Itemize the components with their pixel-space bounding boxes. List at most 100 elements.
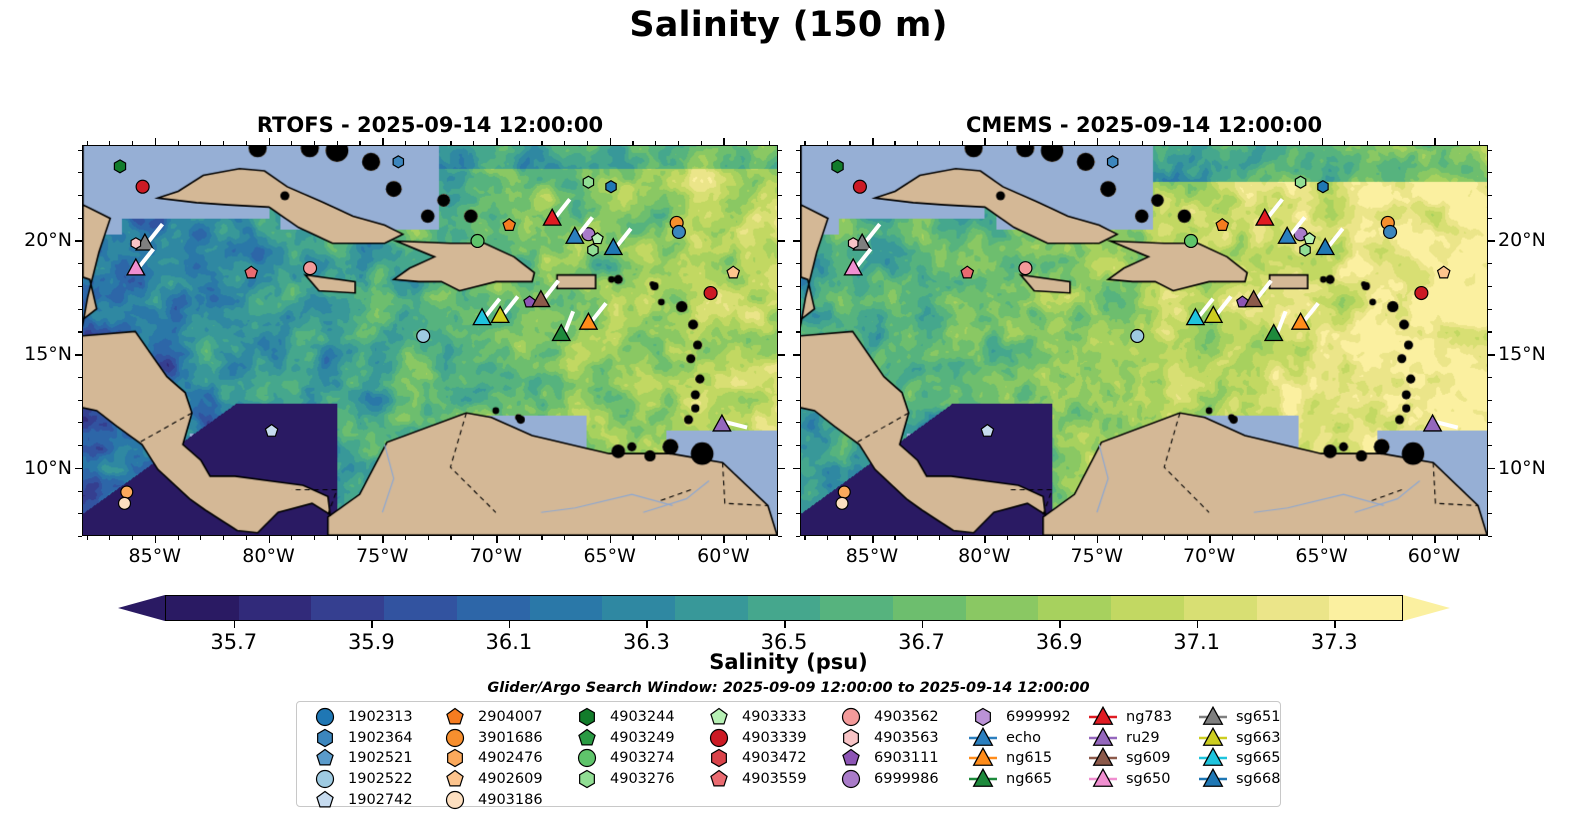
map-marker[interactable] bbox=[1315, 237, 1336, 256]
map-marker[interactable] bbox=[1185, 307, 1206, 326]
map-marker[interactable] bbox=[135, 179, 150, 194]
legend-item[interactable]: sg665 bbox=[1193, 747, 1288, 769]
map-marker[interactable] bbox=[264, 423, 279, 437]
legend-item[interactable]: 1902313 bbox=[305, 707, 435, 728]
map-marker[interactable] bbox=[587, 243, 599, 257]
legend-item[interactable]: ng615 bbox=[963, 747, 1083, 769]
map-marker[interactable] bbox=[835, 496, 849, 510]
map-plot-cmems[interactable] bbox=[800, 145, 1488, 536]
map-marker[interactable] bbox=[1130, 328, 1145, 344]
map-marker[interactable] bbox=[130, 237, 142, 250]
map-marker[interactable] bbox=[1294, 175, 1307, 189]
map-marker[interactable] bbox=[1277, 225, 1298, 244]
map-marker[interactable] bbox=[1299, 243, 1311, 257]
map-marker[interactable] bbox=[542, 207, 563, 226]
map-marker[interactable] bbox=[113, 159, 127, 174]
map-marker[interactable] bbox=[472, 307, 492, 326]
map-marker[interactable] bbox=[837, 485, 851, 499]
legend-item[interactable]: 4903274 bbox=[567, 748, 699, 769]
map-marker[interactable] bbox=[582, 175, 595, 189]
map-marker[interactable] bbox=[1263, 323, 1284, 342]
map-marker[interactable] bbox=[605, 180, 617, 194]
map-marker[interactable] bbox=[1106, 155, 1119, 169]
legend-item[interactable]: 4903186 bbox=[435, 789, 567, 810]
map-marker[interactable] bbox=[1243, 289, 1264, 308]
map-marker[interactable] bbox=[712, 413, 732, 432]
map-marker[interactable] bbox=[523, 295, 536, 308]
map-marker[interactable] bbox=[980, 423, 995, 437]
legend-item[interactable]: 4902609 bbox=[435, 769, 567, 790]
colorbar-tick bbox=[646, 621, 649, 628]
legend-item[interactable]: 1902742 bbox=[305, 789, 435, 810]
legend-item[interactable]: 4903244 bbox=[567, 707, 699, 728]
map-marker[interactable] bbox=[1317, 180, 1329, 194]
legend-item[interactable]: ru29 bbox=[1083, 726, 1193, 749]
legend-item[interactable]: 6999992 bbox=[963, 707, 1083, 728]
map-marker[interactable] bbox=[843, 257, 864, 276]
map-marker[interactable] bbox=[852, 179, 867, 194]
legend-item[interactable]: 3901686 bbox=[435, 728, 567, 749]
map-marker[interactable] bbox=[490, 305, 510, 324]
axis-tick bbox=[778, 331, 782, 333]
axis-tick bbox=[778, 354, 785, 356]
legend-item[interactable]: 1902364 bbox=[305, 728, 435, 749]
map-marker[interactable] bbox=[1254, 207, 1275, 226]
map-marker[interactable] bbox=[847, 237, 859, 250]
map-marker[interactable] bbox=[117, 496, 132, 510]
legend-item[interactable]: 6999986 bbox=[831, 769, 963, 790]
map-marker[interactable] bbox=[303, 261, 318, 276]
map-marker[interactable] bbox=[1436, 265, 1451, 279]
map-marker[interactable] bbox=[671, 224, 686, 240]
legend-item[interactable]: 1902522 bbox=[305, 769, 435, 790]
legend-item[interactable]: 6903111 bbox=[831, 748, 963, 769]
legend-item[interactable]: sg668 bbox=[1193, 767, 1288, 790]
legend-item[interactable]: 4903563 bbox=[831, 728, 963, 749]
map-marker[interactable] bbox=[591, 232, 604, 245]
legend-item-label: 4903562 bbox=[874, 709, 939, 726]
map-marker[interactable] bbox=[392, 155, 405, 169]
legend-item[interactable]: sg650 bbox=[1083, 767, 1193, 790]
map-marker[interactable] bbox=[244, 265, 259, 279]
map-marker[interactable] bbox=[1382, 224, 1398, 240]
legend-item[interactable]: 4903276 bbox=[567, 769, 699, 790]
legend-item[interactable]: 1902521 bbox=[305, 748, 435, 769]
legend-item[interactable]: sg663 bbox=[1193, 726, 1288, 749]
legend-item[interactable]: 4903333 bbox=[699, 707, 831, 728]
legend-item[interactable]: echo bbox=[963, 726, 1083, 749]
legend-item[interactable]: 4903339 bbox=[699, 728, 831, 749]
map-marker[interactable] bbox=[502, 217, 517, 231]
map-marker[interactable] bbox=[960, 265, 975, 279]
map-marker[interactable] bbox=[726, 265, 741, 279]
legend-item[interactable]: 4903559 bbox=[699, 769, 831, 790]
map-marker[interactable] bbox=[1422, 413, 1443, 432]
map-marker[interactable] bbox=[470, 233, 485, 249]
map-marker[interactable] bbox=[1236, 295, 1249, 308]
map-marker[interactable] bbox=[1414, 285, 1429, 301]
map-marker[interactable] bbox=[1018, 261, 1033, 276]
legend-item[interactable]: 4903562 bbox=[831, 707, 963, 728]
map-marker[interactable] bbox=[831, 159, 844, 174]
legend-item[interactable]: 2904007 bbox=[435, 707, 567, 728]
map-marker[interactable] bbox=[1215, 217, 1230, 231]
legend-item[interactable]: 4902476 bbox=[435, 748, 567, 769]
map-marker[interactable] bbox=[416, 328, 431, 344]
map-marker[interactable] bbox=[120, 485, 134, 499]
map-marker[interactable] bbox=[1183, 233, 1199, 249]
map-marker[interactable] bbox=[1290, 311, 1311, 330]
map-marker[interactable] bbox=[578, 311, 599, 330]
legend-item[interactable]: sg651 bbox=[1193, 706, 1288, 728]
map-plot-rtofs[interactable] bbox=[82, 145, 778, 536]
map-marker[interactable] bbox=[1203, 305, 1224, 324]
map-marker[interactable] bbox=[1303, 232, 1316, 245]
map-marker[interactable] bbox=[531, 289, 551, 308]
map-marker[interactable] bbox=[703, 285, 718, 301]
legend-item[interactable]: 4903472 bbox=[699, 748, 831, 769]
map-marker[interactable] bbox=[551, 323, 572, 342]
map-marker[interactable] bbox=[603, 237, 624, 256]
legend-item[interactable]: ng665 bbox=[963, 767, 1083, 790]
legend-item[interactable]: sg609 bbox=[1083, 747, 1193, 769]
legend-item[interactable]: ng783 bbox=[1083, 706, 1193, 728]
legend-item[interactable]: 4903249 bbox=[567, 728, 699, 749]
map-marker[interactable] bbox=[125, 257, 146, 276]
map-marker[interactable] bbox=[564, 225, 585, 244]
